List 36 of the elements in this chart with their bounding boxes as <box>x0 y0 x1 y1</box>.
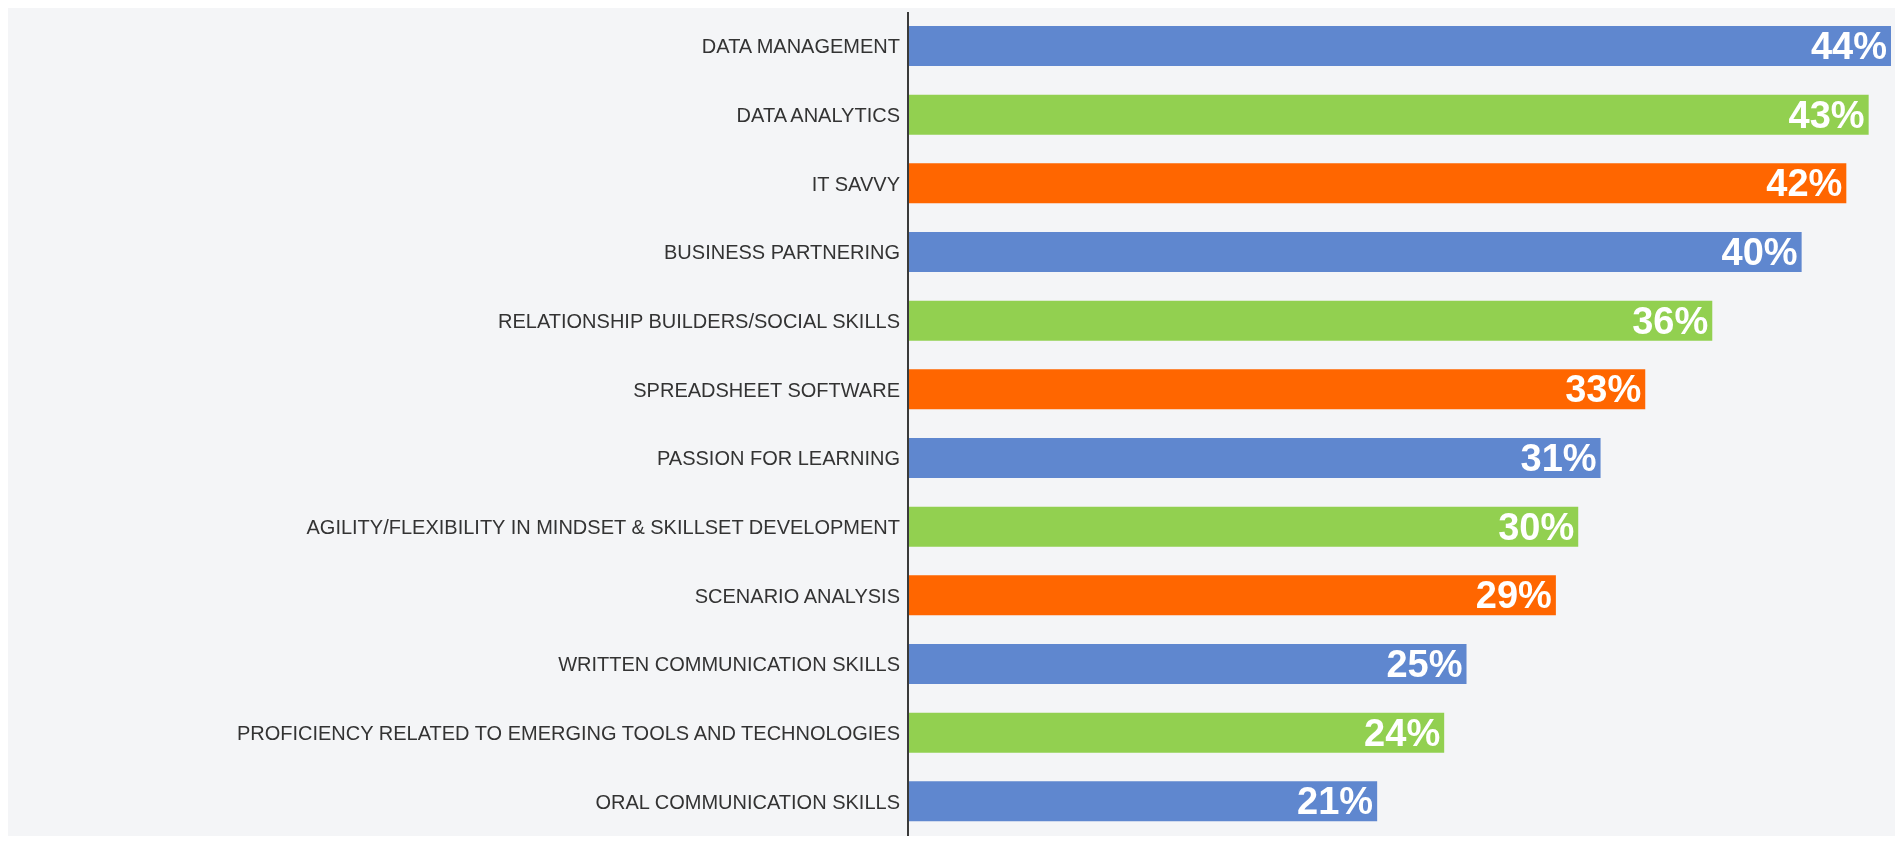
y-tick-label: SPREADSHEET SOFTWARE <box>633 378 900 401</box>
y-tick-label: DATA MANAGEMENT <box>701 35 900 58</box>
y-tick-label: BUSINESS PARTNERING <box>664 241 900 264</box>
bar <box>908 300 1713 341</box>
data-label: 29% <box>1475 574 1552 617</box>
bar <box>908 575 1556 616</box>
y-tick-label: SCENARIO ANALYSIS <box>694 584 900 607</box>
data-label: 36% <box>1632 299 1709 342</box>
bar <box>908 712 1445 753</box>
data-label: 44% <box>1810 25 1887 67</box>
y-tick-label: AGILITY/FLEXIBILITY IN MINDSET & SKILLSET DEVELOPMENT <box>306 516 900 539</box>
bar <box>908 369 1646 410</box>
bar <box>908 232 1802 272</box>
data-label: 40% <box>1721 231 1798 273</box>
data-label: 31% <box>1520 437 1597 479</box>
bar <box>908 163 1847 204</box>
y-tick-label: IT SAVVY <box>811 172 900 195</box>
data-label: 30% <box>1498 505 1575 548</box>
data-label: 33% <box>1565 368 1642 411</box>
data-label: 21% <box>1297 780 1374 823</box>
bar <box>908 26 1891 66</box>
data-label: 42% <box>1766 162 1843 205</box>
data-label: 25% <box>1386 643 1463 685</box>
data-label: 24% <box>1364 711 1441 754</box>
bar <box>908 438 1601 478</box>
y-tick-label: PROFICIENCY RELATED TO EMERGING TOOLS AND TECHNOLOGIES <box>236 722 900 745</box>
data-label: 43% <box>1788 93 1865 136</box>
y-tick-label: WRITTEN COMMUNICATION SKILLS <box>558 653 900 676</box>
y-tick-label: RELATIONSHIP BUILDERS/SOCIAL SKILLS <box>498 310 900 333</box>
bar <box>908 506 1579 547</box>
y-tick-label: ORAL COMMUNICATION SKILLS <box>595 790 900 813</box>
bar <box>908 94 1869 135</box>
bar <box>908 781 1378 822</box>
y-tick-label: PASSION FOR LEARNING <box>656 447 900 470</box>
bar <box>908 644 1467 684</box>
y-tick-label: DATA ANALYTICS <box>736 104 900 127</box>
